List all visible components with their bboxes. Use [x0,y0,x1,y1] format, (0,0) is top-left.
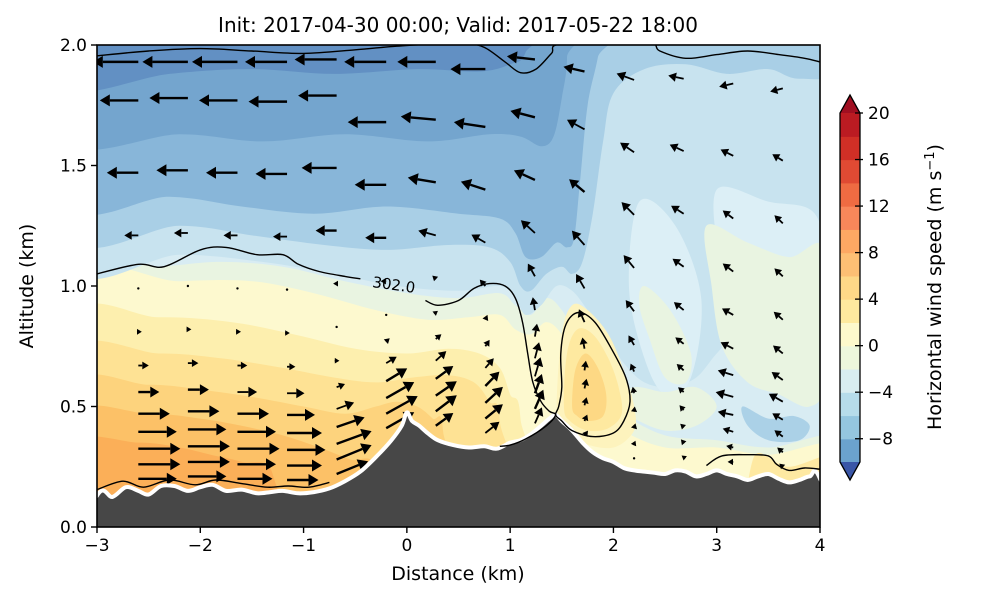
quiver-shaft [485,345,486,347]
colorbar-band [840,392,860,416]
colorbar-tick-label: −8 [868,430,893,450]
x-tick-label: 0 [401,536,412,556]
colorbar-label-main: Horizontal wind speed (m s [924,171,946,430]
quiver-shaft [584,344,585,349]
colorbar-band [840,136,860,160]
x-axis-label: Distance (km) [391,563,524,585]
colorbar-band [840,253,860,277]
colorbar-band [840,113,860,137]
x-tick-label: −1 [291,536,316,556]
x-tick-label: 3 [711,536,722,556]
y-tick-label: 1.0 [60,277,87,297]
colorbar-band [840,346,860,370]
colorbar-label-sup: −1 [923,151,938,170]
x-tick-label: 2 [608,536,619,556]
colorbar-band [840,322,860,346]
colorbar-tick-label: −4 [868,383,893,403]
colorbar-band [840,206,860,230]
colorbar-band [840,415,860,439]
quiver-shaft [535,331,536,337]
quiver-dot [335,326,337,328]
colorbar-extend-top [840,95,860,113]
y-tick-label: 0.5 [60,398,87,418]
colorbar-tick-label: 12 [868,197,890,217]
quiver-shaft [782,451,783,452]
colorbar-band [840,183,860,207]
quiver-dot [385,314,387,316]
colorbar: 20 16 12 8 4 0 −4 −8 [840,95,893,480]
colorbar-tick-label: 8 [868,244,879,264]
quiver-dot [633,457,635,459]
x-tick-label: −2 [188,536,213,556]
colorbar-label-close: ) [924,144,946,151]
quiver-shaft [682,391,683,392]
quiver-shaft [337,386,340,387]
quiver-dot [137,287,139,289]
x-tick-label: 1 [505,536,516,556]
quiver-shaft [534,304,535,310]
x-tick-label: −3 [84,536,109,556]
colorbar-label: Horizontal wind speed (m s−1) [923,144,946,430]
quiver-dot [187,285,189,287]
colorbar-tick-label: 0 [868,337,879,357]
plot-title: Init: 2017-04-30 00:00; Valid: 2017-05-2… [218,13,698,37]
quiver-shaft [585,420,586,421]
quiver-shaft [683,409,684,410]
quiver-shaft [436,338,437,339]
colorbar-tick-label: 4 [868,290,879,310]
colorbar-band [840,369,860,393]
y-axis-label: Altitude (km) [16,224,38,349]
quiver-shaft [729,431,733,432]
quiver-shaft [585,385,586,388]
colorbar-band [840,439,860,463]
y-tick-label: 1.5 [60,157,87,177]
quiver-dot [286,288,288,290]
colorbar-tick-label: 20 [868,104,890,124]
quiver-dot [236,287,238,289]
colorbar-band [840,160,860,184]
colorbar-extend-bottom [840,462,860,480]
quiver-shaft [633,369,634,371]
y-tick-label: 2.0 [60,36,87,56]
y-tick-label: 0.0 [60,518,87,538]
quiver-shaft [585,403,586,405]
colorbar-band [840,276,860,300]
x-tick-label: 4 [815,536,826,556]
colorbar-tick-label: 16 [868,151,890,171]
colorbar-band [840,229,860,253]
colorbar-band [840,299,860,323]
